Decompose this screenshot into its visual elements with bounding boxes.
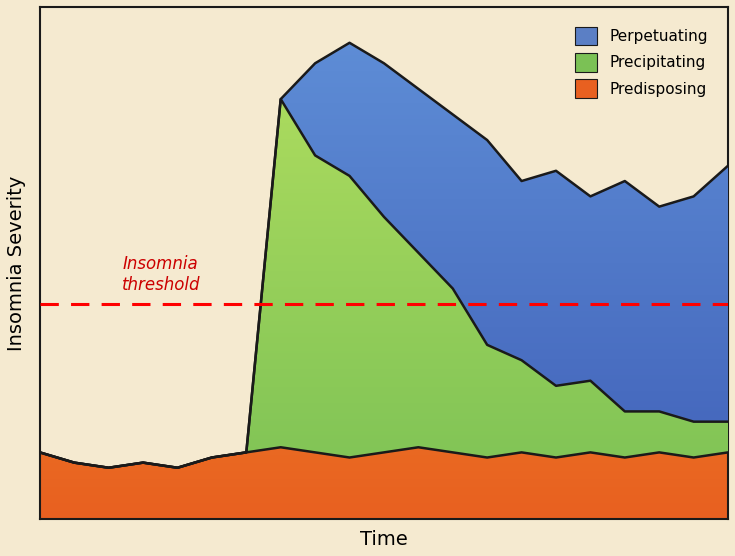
Text: Insomnia
threshold: Insomnia threshold bbox=[123, 255, 201, 294]
Legend: Perpetuating, Precipitating, Predisposing: Perpetuating, Precipitating, Predisposin… bbox=[562, 14, 720, 110]
X-axis label: Time: Time bbox=[360, 530, 408, 549]
Y-axis label: Insomnia Severity: Insomnia Severity bbox=[7, 175, 26, 351]
